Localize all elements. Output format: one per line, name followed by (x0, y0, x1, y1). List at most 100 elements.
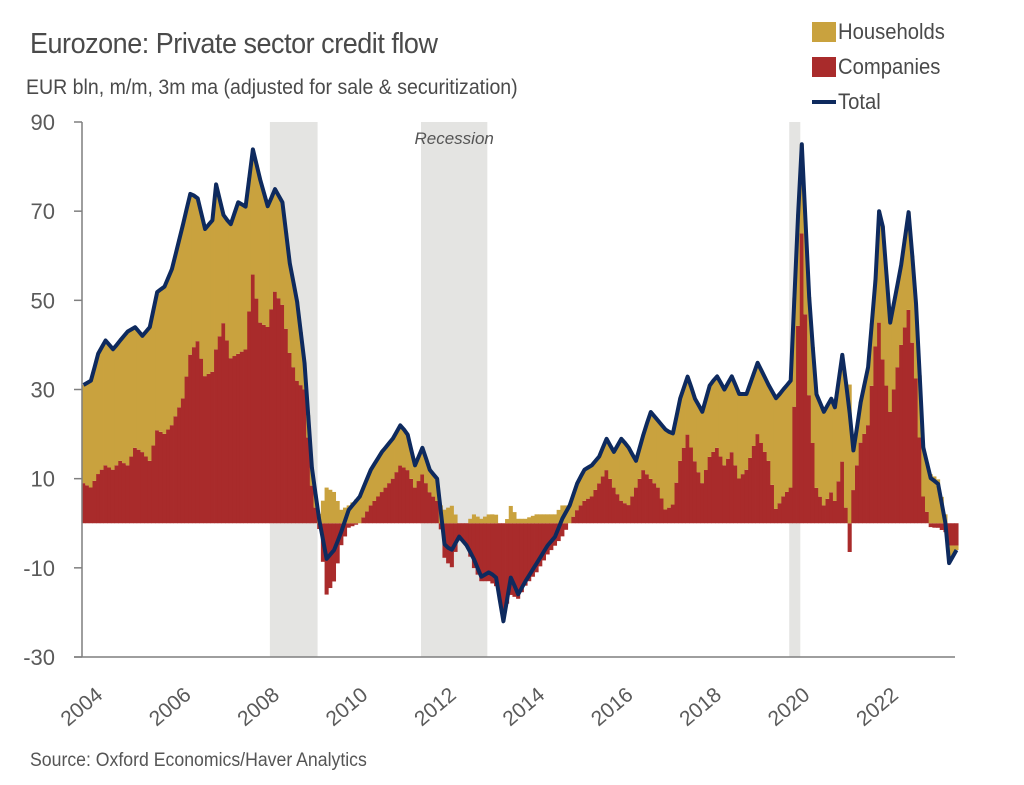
bar-households (225, 220, 230, 341)
bar-households (803, 220, 808, 315)
bar-households (490, 514, 495, 524)
bar-companies (637, 478, 642, 524)
bar-companies (825, 498, 830, 524)
bar-companies (424, 483, 429, 524)
bar-companies (652, 483, 657, 524)
bar-households (843, 382, 849, 508)
bar-companies (298, 385, 303, 524)
bar-households (906, 212, 911, 310)
bar-companies (663, 509, 668, 524)
chart-subtitle: EUR bln, m/m, 3m ma (adjusted for sale &… (26, 76, 518, 99)
bar-companies (291, 367, 296, 524)
bar-companies (519, 523, 524, 593)
bar-companies (121, 463, 127, 524)
bar-households (147, 327, 152, 461)
bar-households (810, 347, 815, 443)
bar-companies (295, 380, 300, 524)
bar-companies (788, 487, 793, 524)
bar-households (114, 344, 119, 466)
bar-companies (409, 478, 414, 524)
bar-households (169, 269, 174, 426)
bar-households (888, 322, 893, 412)
bar-households (873, 279, 878, 347)
bar-companies (247, 311, 252, 524)
bar-companies (243, 349, 248, 524)
bar-companies (486, 523, 491, 582)
bar-households (630, 454, 635, 497)
bar-households (560, 505, 565, 524)
bar-companies (118, 460, 123, 524)
bar-companies (656, 487, 661, 524)
bar-households (405, 434, 410, 471)
bar-companies (549, 523, 554, 551)
bar-households (486, 514, 491, 524)
bar-households (530, 515, 535, 524)
bar-households (121, 335, 127, 464)
x-tick-label: 2006 (145, 683, 196, 731)
bar-households (700, 411, 705, 484)
bar-companies (173, 416, 178, 524)
x-tick-label: 2020 (764, 683, 815, 731)
bar-households (689, 387, 694, 448)
bar-companies (129, 456, 134, 524)
bar-companies (412, 487, 418, 524)
bar-companies (225, 340, 230, 524)
bar-companies (877, 322, 882, 524)
bar-companies (611, 487, 616, 524)
bar-households (862, 384, 867, 434)
bar-households (203, 229, 208, 377)
bar-households (335, 500, 340, 524)
bar-companies (630, 496, 635, 524)
bar-households (586, 467, 591, 499)
bar-households (707, 385, 712, 457)
bar-companies (144, 456, 149, 524)
bar-companies (180, 398, 185, 524)
bar-households (284, 232, 289, 329)
bar-households (350, 502, 355, 524)
bar-households (387, 443, 392, 484)
bar-companies (681, 447, 686, 524)
bar-companies (902, 327, 907, 524)
bar-companies (799, 233, 804, 524)
bar-households (468, 518, 473, 524)
bar-households (785, 384, 790, 492)
bar-companies (785, 491, 790, 524)
bar-companies (501, 523, 506, 613)
bar-companies (475, 523, 480, 575)
bar-households (715, 376, 720, 448)
bar-companies (379, 492, 384, 524)
bar-households (409, 449, 414, 479)
bar-companies (619, 500, 624, 524)
bar-households (287, 263, 292, 353)
bar-households (199, 213, 204, 359)
bar-households (151, 309, 156, 446)
bar-companies (221, 323, 226, 524)
bar-households (85, 382, 90, 486)
bar-households (276, 195, 281, 299)
y-tick-label: 30 (31, 378, 55, 403)
bar-households (136, 331, 141, 450)
y-tick-label: 10 (31, 467, 55, 492)
bar-companies (350, 523, 355, 527)
bar-households (773, 398, 779, 509)
bar-households (217, 199, 222, 337)
bar-households (354, 499, 359, 524)
bar-companies (468, 523, 473, 557)
bar-households (663, 429, 668, 510)
bar-households (645, 422, 650, 475)
bar-companies (508, 523, 513, 595)
bar-companies (855, 465, 860, 524)
bar-households (622, 443, 628, 504)
bar-companies (210, 371, 215, 524)
bar-companies (490, 523, 495, 584)
bar-households (368, 469, 373, 506)
bar-companies (891, 389, 896, 524)
bar-companies (258, 322, 263, 524)
bar-companies (575, 510, 580, 524)
bar-households (236, 202, 241, 354)
bar-companies (932, 523, 937, 528)
bar-companies (913, 378, 919, 524)
bar-companies (169, 425, 174, 524)
bar-companies (748, 457, 753, 524)
bar-households (424, 458, 429, 484)
